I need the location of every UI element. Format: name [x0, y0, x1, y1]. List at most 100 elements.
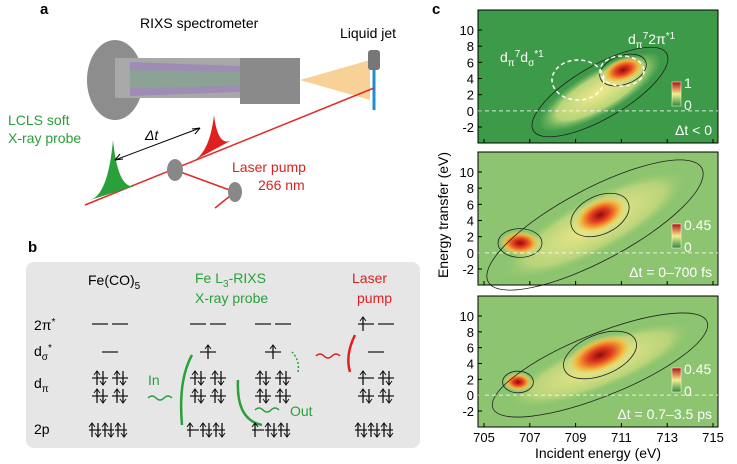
label: LCLS soft — [8, 112, 70, 128]
photon-in — [147, 395, 173, 401]
text: * — [51, 317, 55, 328]
colorbar-label: 0 — [684, 97, 692, 113]
annotation: Out — [290, 403, 313, 419]
electron-head — [379, 388, 387, 394]
electron-head — [359, 388, 367, 394]
column-header: Fe L3-RIXS — [195, 270, 266, 290]
y-tick-label: 2 — [467, 88, 474, 103]
text: d — [520, 49, 528, 65]
electron-head — [199, 422, 207, 428]
electron-head — [119, 398, 127, 404]
delay-label: Δt = 0–700 fs — [629, 264, 712, 280]
y-tick-label: 8 — [467, 39, 474, 54]
colorbar-label: 0.45 — [684, 361, 711, 377]
contour — [491, 312, 709, 418]
y-tick-label: 4 — [467, 357, 474, 372]
laser-photon — [315, 353, 341, 359]
delay-label: Δt = 0.7–3.5 ps — [617, 406, 712, 422]
map-frame — [477, 9, 719, 144]
electron-head — [373, 432, 381, 438]
intensity-blob — [601, 56, 645, 84]
photon-out — [254, 407, 280, 413]
y-tick-label: 2 — [467, 230, 474, 245]
delay-arrow — [114, 127, 201, 161]
state-label: dπ7dσ*1 — [500, 49, 544, 69]
y-tick-label: 8 — [467, 181, 474, 196]
electron-head — [385, 398, 393, 404]
colorbar-label: 0.45 — [684, 217, 711, 233]
label: Laser pump — [232, 159, 306, 175]
electron-head — [197, 398, 205, 404]
electron-head — [217, 398, 225, 404]
electron-head — [276, 388, 284, 394]
electron-head — [119, 380, 127, 386]
y-tick-label: 6 — [467, 55, 474, 70]
intensity-blob — [500, 231, 540, 255]
colorbar-label: 0 — [684, 239, 692, 255]
electron-head — [359, 370, 367, 376]
y-tick-label: 6 — [467, 341, 474, 356]
electron-head — [380, 422, 388, 428]
y-tick-label: 4 — [467, 72, 474, 87]
level-label: 2p — [34, 421, 50, 437]
grating — [240, 58, 300, 104]
text: 2π — [648, 31, 666, 47]
electron-head — [367, 422, 375, 428]
text: d — [34, 375, 42, 391]
decay-arrow — [291, 351, 300, 373]
electron-head — [99, 398, 107, 404]
y-tick-label: 0 — [467, 388, 474, 403]
y-axis-label: Energy transfer (eV) — [435, 152, 451, 278]
electron-head — [217, 380, 225, 386]
state-label: dπ72π*1 — [628, 31, 676, 51]
label: RIXS spectrometer — [140, 15, 259, 31]
electron-head — [212, 422, 220, 428]
electron-head — [204, 344, 212, 350]
colorbar — [671, 367, 682, 393]
y-tick-label: -2 — [462, 120, 474, 135]
electron-head — [94, 432, 102, 438]
state-outline — [551, 59, 605, 101]
electron-head — [93, 388, 101, 394]
panel-label: c — [432, 1, 440, 18]
contour — [486, 159, 704, 291]
pump-arrow — [347, 334, 357, 373]
panel-c: c Energy transfer (eV) Incident energy (… — [432, 1, 724, 461]
electron-head — [276, 370, 284, 376]
map-frame — [477, 151, 719, 286]
text: *1 — [666, 31, 676, 42]
electron-head — [88, 422, 96, 428]
y-tick-label: 2 — [467, 372, 474, 387]
delay-label: Δt < 0 — [675, 122, 712, 138]
colorbar-label: 0 — [684, 383, 692, 399]
label: 266 nm — [258, 177, 305, 193]
text: d — [34, 343, 42, 359]
electron-head — [99, 380, 107, 386]
probe-line — [84, 87, 375, 206]
electron-head — [256, 370, 264, 376]
beam-cone — [300, 60, 370, 100]
electron-head — [211, 388, 219, 394]
electron-head — [269, 344, 277, 350]
y-tick-label: 0 — [467, 104, 474, 119]
electron-head — [385, 380, 393, 386]
beam-fan — [130, 70, 240, 88]
electron-head — [107, 432, 115, 438]
colorbar-label: 1 — [684, 75, 692, 91]
text: 5 — [135, 281, 141, 292]
y-tick-label: 4 — [467, 214, 474, 229]
text: π — [42, 384, 49, 395]
electron-head — [186, 422, 194, 428]
arrow-head — [114, 127, 201, 161]
y-tick-label: 6 — [467, 197, 474, 212]
text: -RIXS — [229, 270, 266, 286]
x-tick-label: 705 — [473, 430, 495, 445]
electron-head — [114, 422, 122, 428]
electron-head — [354, 422, 362, 428]
electron-head — [120, 432, 128, 438]
intensity-blob — [566, 334, 634, 376]
x-axis-label: Incident energy (eV) — [535, 445, 661, 461]
electron-head — [379, 370, 387, 376]
